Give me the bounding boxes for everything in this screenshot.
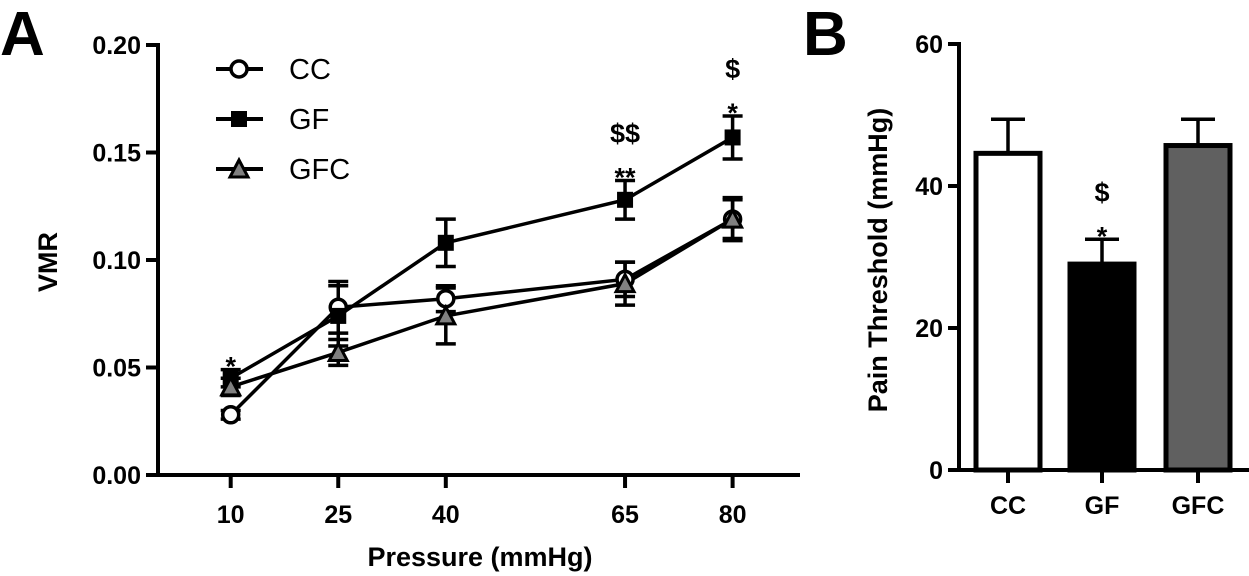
a-x-tick-label: 25 — [324, 501, 352, 529]
series-line-cc — [229, 217, 734, 417]
data-point — [330, 307, 347, 324]
legend: CC GF GFC — [216, 54, 350, 186]
panel-a-label: A — [0, 0, 45, 69]
significance-marker: $ — [725, 54, 740, 84]
a-y-tick-label: 0.15 — [92, 140, 141, 168]
markers-cc — [220, 209, 743, 425]
data-point — [220, 405, 241, 425]
a-x-tick-label: 80 — [719, 501, 747, 529]
b-x-tick-label: GF — [1085, 492, 1120, 520]
data-point — [724, 129, 741, 146]
data-point — [613, 271, 637, 294]
a-y-tick-label: 0.00 — [92, 462, 141, 490]
data-point — [437, 234, 454, 251]
a-y-tick-label: 0.05 — [92, 355, 141, 383]
legend-label: CC — [289, 54, 331, 86]
panel-a: 0.00 0.05 0.10 0.15 0.20 10 25 40 65 80 Pressure… — [33, 32, 800, 572]
b-y-tick-label: 60 — [915, 31, 943, 59]
bar-cc — [973, 117, 1043, 473]
significance-marker: $ — [1094, 177, 1109, 207]
a-x-tick-label: 65 — [611, 501, 639, 529]
legend-marker — [231, 111, 247, 127]
bar — [1067, 261, 1137, 473]
bar-gf — [1067, 237, 1137, 473]
b-y-tick-label: 20 — [915, 315, 943, 343]
data-point — [326, 340, 350, 362]
data-point — [219, 374, 243, 397]
legend-marker — [227, 156, 251, 179]
a-x-tick-label: 10 — [217, 501, 245, 529]
b-y-axis-title: Pain Threshold (mmHg) — [863, 108, 893, 413]
bar — [973, 150, 1043, 473]
markers-gfc — [219, 206, 745, 397]
bar — [1163, 143, 1233, 473]
legend-label: GF — [289, 104, 329, 136]
b-y-tick-label: 0 — [929, 457, 943, 485]
data-point — [434, 303, 458, 326]
significance-marker: $$ — [610, 118, 640, 148]
a-y-tick-label: 0.10 — [92, 247, 141, 275]
a-x-tick-label: 40 — [432, 501, 460, 529]
legend-label: GFC — [289, 154, 350, 186]
b-y-tick-label: 40 — [915, 173, 943, 201]
a-x-axis-title: Pressure (mmHg) — [367, 542, 592, 572]
data-point — [721, 206, 745, 229]
legend-item-cc: CC — [216, 54, 331, 86]
significance-marker: * — [727, 98, 738, 128]
a-y-tick-label: 0.20 — [92, 32, 141, 60]
significance-marker: * — [225, 352, 236, 382]
data-point — [617, 191, 634, 208]
significance-marker: * — [1097, 221, 1108, 251]
panel-b-label: B — [803, 0, 848, 69]
legend-marker — [229, 59, 249, 79]
bar-gfc — [1163, 117, 1233, 473]
significance-marker: ** — [615, 162, 637, 192]
series-line-gfc — [230, 217, 734, 389]
legend-item-gf: GF — [216, 104, 329, 136]
panel-b: 0 20 40 60 CC GF GFC $ * Pain Threshold (mmHg) — [863, 31, 1249, 520]
legend-item-gfc: GFC — [216, 154, 350, 186]
b-x-tick-label: GFC — [1172, 492, 1225, 520]
b-x-tick-label: CC — [990, 492, 1026, 520]
a-y-axis-title: VMR — [33, 232, 63, 292]
